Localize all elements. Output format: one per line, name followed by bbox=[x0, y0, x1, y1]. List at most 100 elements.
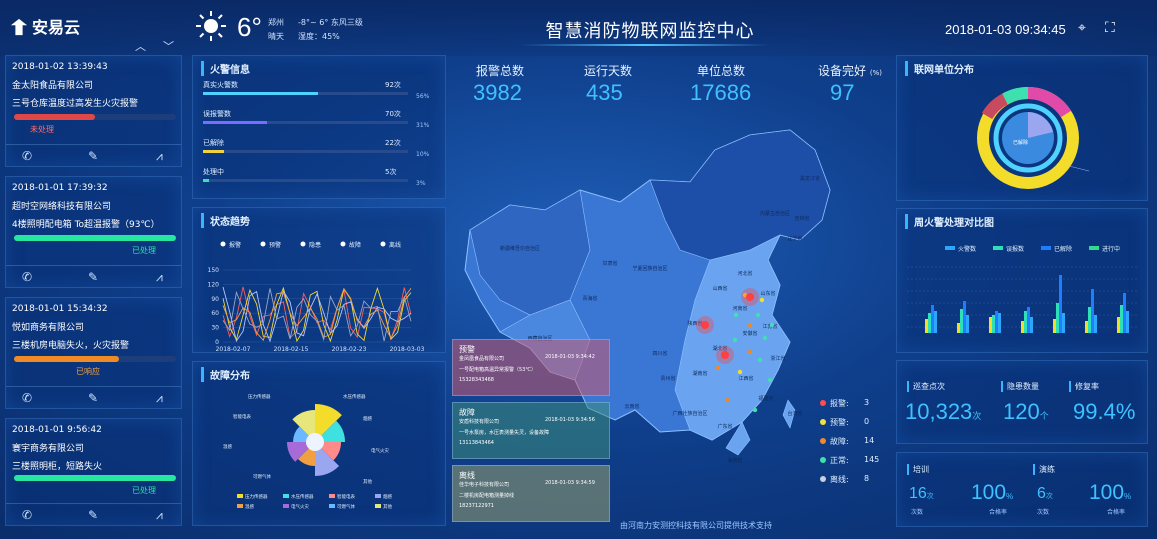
alarm-card[interactable]: 2018-01-01 17:39:32 超时空网络科技有限公司 4楼照明配电箱 … bbox=[5, 176, 182, 288]
trend-series-line bbox=[222, 286, 412, 343]
province-region[interactable] bbox=[782, 399, 796, 429]
pen-icon[interactable]: ✎ bbox=[88, 270, 99, 284]
donut-core-seg bbox=[1028, 112, 1053, 138]
alarm-progress-fill bbox=[14, 356, 120, 362]
week-bar bbox=[1088, 307, 1091, 333]
device-marker[interactable] bbox=[715, 365, 721, 371]
kpi-value: 3982 bbox=[473, 80, 522, 105]
chart-icon[interactable]: ⩘ bbox=[156, 391, 163, 405]
alarm-card[interactable]: 2018-01-01 9:56:42 寰宇商务有限公司 三楼照明柜，短路失火 已… bbox=[5, 418, 182, 526]
pen-icon[interactable]: ✎ bbox=[88, 508, 99, 522]
phone-icon[interactable]: ✆ bbox=[22, 149, 33, 163]
rate-sub: 合格率 bbox=[1107, 509, 1126, 516]
pen-icon[interactable]: ✎ bbox=[88, 391, 99, 405]
alarm-actions: ✆ ✎ ⩘ bbox=[6, 503, 181, 525]
device-marker[interactable] bbox=[737, 369, 743, 375]
chevron-down-icon[interactable]: ﹀ bbox=[163, 40, 174, 53]
trend-ytick: 90 bbox=[211, 296, 219, 303]
alarm-marker[interactable] bbox=[701, 321, 709, 329]
fault-legend-label: 压力传感器 bbox=[245, 493, 268, 500]
device-marker[interactable] bbox=[733, 312, 739, 318]
device-marker[interactable] bbox=[747, 349, 753, 355]
unit-dist-panel: 联网单位分布 已解除 bbox=[896, 55, 1148, 201]
province-label: 四川省 bbox=[652, 350, 667, 357]
week-bar-chart[interactable] bbox=[897, 261, 1149, 351]
trend-series-line bbox=[222, 288, 412, 342]
fire-row-bar bbox=[203, 121, 267, 124]
rate-unit: % bbox=[1124, 492, 1132, 501]
device-marker[interactable] bbox=[769, 322, 775, 328]
donut-ring-mid bbox=[993, 103, 1063, 173]
map-legend-item: 报警: bbox=[820, 398, 849, 409]
province-region[interactable] bbox=[469, 189, 591, 316]
province-region[interactable] bbox=[649, 129, 831, 261]
fire-row-track bbox=[203, 92, 408, 95]
panel-title: 故障分布 bbox=[201, 367, 250, 382]
fire-row-pct: 3% bbox=[416, 180, 426, 187]
province-region[interactable] bbox=[674, 234, 791, 441]
stat-unit: 个 bbox=[1039, 411, 1049, 421]
province-label: 湖北省 bbox=[712, 345, 727, 352]
phone-icon[interactable]: ✆ bbox=[22, 508, 33, 522]
trend-legend-label: 故障 bbox=[349, 241, 361, 249]
donut-seg bbox=[981, 93, 1009, 120]
chart-icon[interactable]: ⩘ bbox=[156, 270, 163, 284]
province-label: 福建省 bbox=[758, 395, 773, 402]
device-marker[interactable] bbox=[759, 297, 765, 303]
device-marker[interactable] bbox=[747, 322, 753, 328]
legend-value: 145 bbox=[864, 455, 880, 464]
device-marker[interactable] bbox=[762, 335, 768, 341]
legend-value: 14 bbox=[864, 436, 875, 445]
device-marker[interactable] bbox=[742, 292, 748, 298]
info-box[interactable]: 离线 2018-01-03 9:34:59 佳华电子科技有限公司 二楼机房配电箱测量掉… bbox=[452, 465, 610, 522]
info-box[interactable]: 故障 2018-01-03 9:34:56 安盾科技有限公司 一号水泵房，水压表测量失… bbox=[452, 402, 610, 459]
notify-icon[interactable]: ⌖ bbox=[1078, 20, 1086, 36]
pen-icon[interactable]: ✎ bbox=[88, 149, 99, 163]
chevron-up-icon[interactable]: ︿ bbox=[135, 40, 146, 53]
device-marker[interactable] bbox=[725, 397, 731, 403]
panel-title: 周火警处理对比图 bbox=[905, 214, 994, 229]
info-box[interactable]: 预警 2018-01-03 9:34:42 金凤凰食品有限公司 一号配电箱高温异常报警… bbox=[452, 339, 610, 396]
alarm-company: 超时空网络科技有限公司 bbox=[12, 202, 112, 212]
alarm-card[interactable]: 2018-01-02 13:39:43 金太阳食品有限公司 三号仓库温度过高发生… bbox=[5, 55, 182, 167]
stat-label: 巡查点次 bbox=[907, 381, 945, 392]
alarm-progress bbox=[14, 114, 176, 120]
rate-num: 100 bbox=[1089, 481, 1125, 504]
province-region[interactable] bbox=[725, 421, 751, 456]
phone-icon[interactable]: ✆ bbox=[22, 270, 33, 284]
device-marker[interactable] bbox=[755, 312, 761, 318]
alarm-time: 2018-01-02 13:39:43 bbox=[12, 62, 108, 72]
week-bar bbox=[1056, 303, 1059, 333]
alarm-status: 已处理 bbox=[132, 246, 156, 255]
info-line: 安盾科技有限公司 bbox=[459, 419, 500, 425]
phone-icon[interactable]: ✆ bbox=[22, 391, 33, 405]
legend-value: 3 bbox=[864, 398, 870, 407]
panel-title: 状态趋势 bbox=[201, 213, 250, 228]
chart-icon[interactable]: ⩘ bbox=[156, 508, 163, 522]
device-marker[interactable] bbox=[767, 377, 773, 383]
province-label: 河南省 bbox=[732, 305, 747, 312]
stat-value-num: 10,323 bbox=[905, 399, 973, 424]
fault-slice bbox=[292, 410, 315, 442]
device-marker[interactable] bbox=[752, 407, 758, 413]
fire-row-track bbox=[203, 150, 408, 153]
alarm-card[interactable]: 2018-01-01 15:34:32 悦如商务有限公司 三楼机房电脑失火，火灾… bbox=[5, 297, 182, 409]
fault-legend-swatch bbox=[237, 494, 243, 498]
drill-count: 6次 bbox=[1037, 485, 1053, 503]
week-bar bbox=[1027, 307, 1030, 333]
province-label: 广东省 bbox=[717, 423, 732, 430]
alarm-marker[interactable] bbox=[721, 351, 729, 359]
fire-row-track bbox=[203, 121, 408, 124]
alarm-company: 悦如商务有限公司 bbox=[12, 323, 85, 333]
chart-icon[interactable]: ⩘ bbox=[156, 149, 163, 163]
device-marker[interactable] bbox=[757, 357, 763, 363]
device-marker[interactable] bbox=[732, 337, 738, 343]
fullscreen-icon[interactable]: ⛶ bbox=[1105, 20, 1115, 36]
logo-text: 安易云 bbox=[32, 18, 81, 37]
alarm-progress bbox=[14, 356, 176, 362]
unit-donut-chart[interactable]: 已解除 bbox=[897, 56, 1149, 202]
alarm-marker[interactable] bbox=[746, 293, 754, 301]
alarm-progress-fill bbox=[14, 114, 95, 120]
